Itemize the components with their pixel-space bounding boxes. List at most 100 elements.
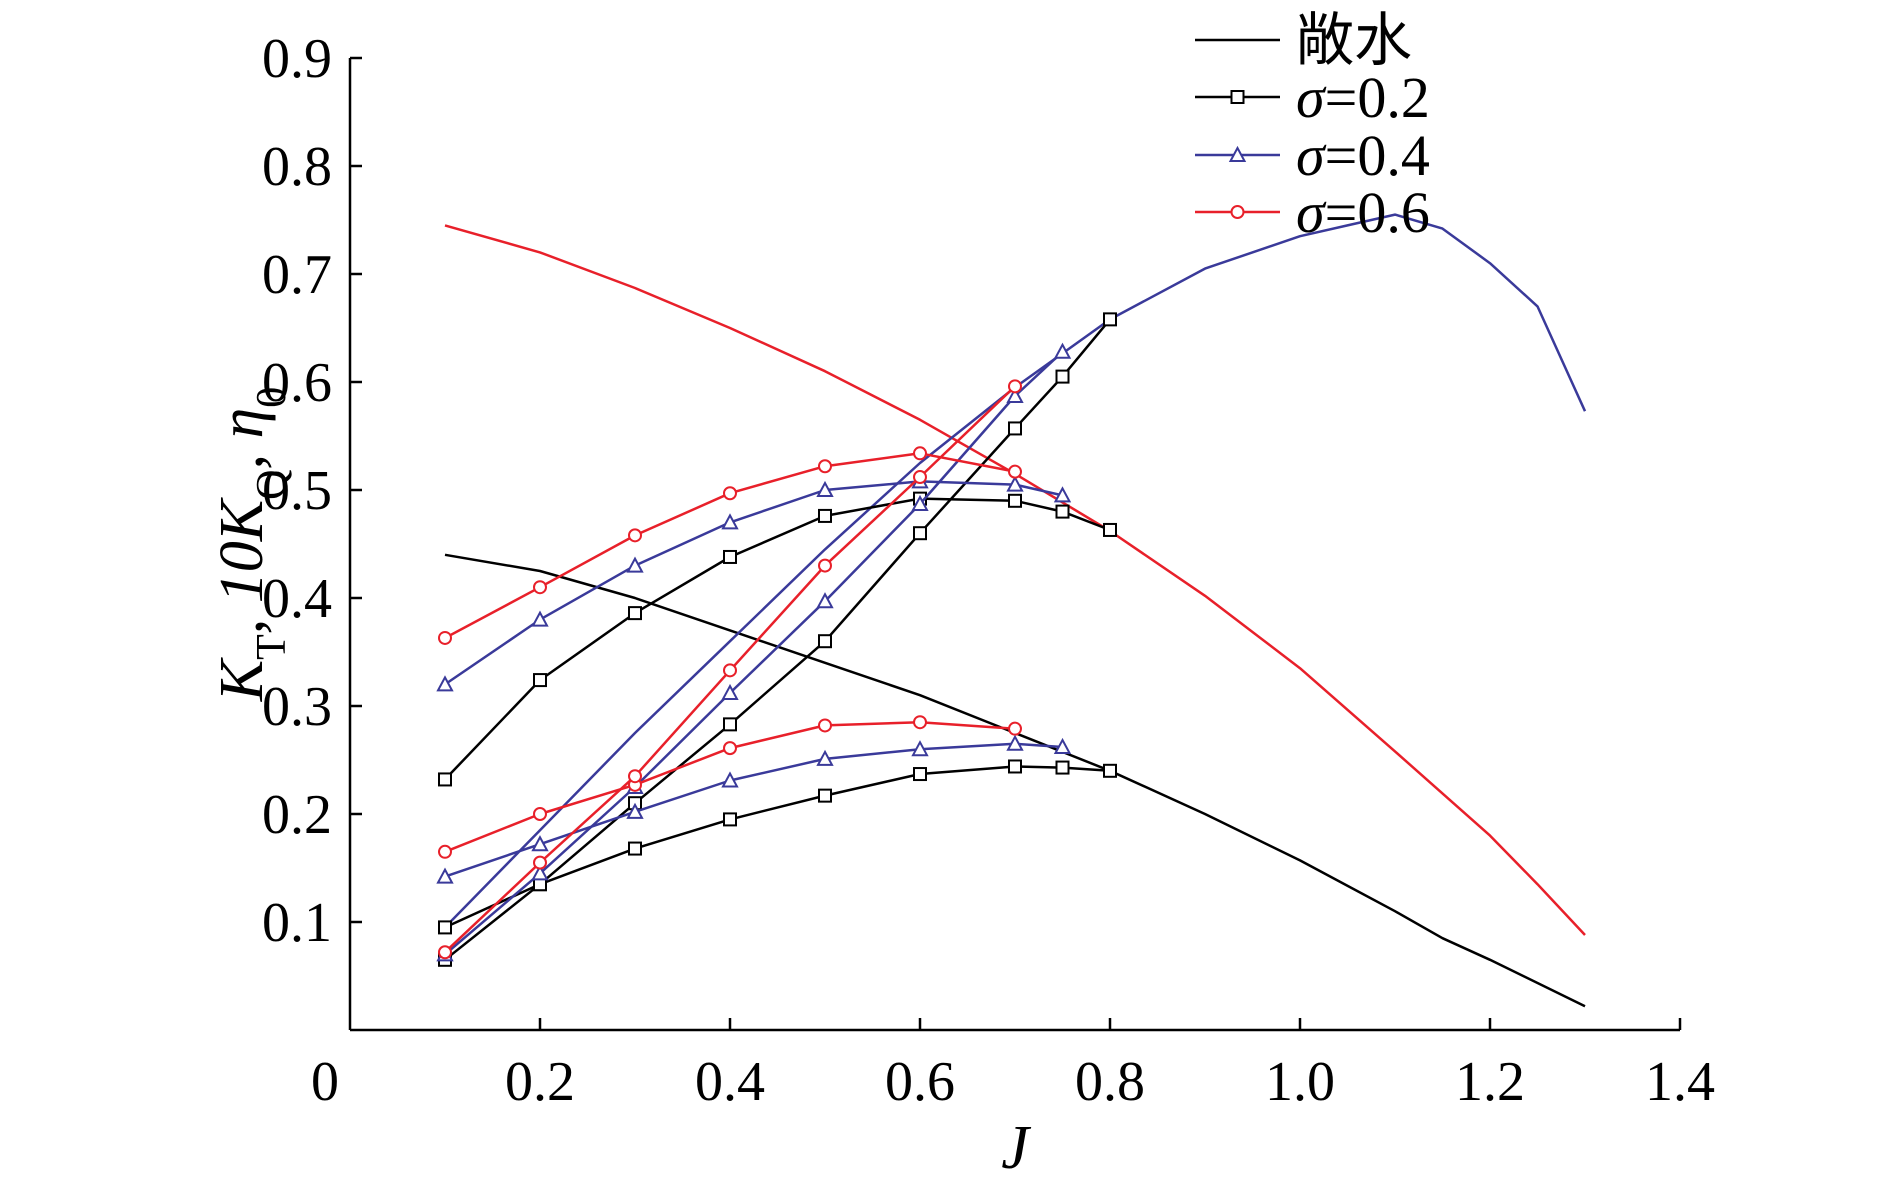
x-ticks: 0 0.2 0.4 0.6 0.8 1.0 1.2 1.4 — [311, 1018, 1715, 1113]
data-point — [818, 718, 832, 733]
data-point — [723, 486, 737, 501]
legend-item: σ=0.6 — [1195, 180, 1430, 245]
data-point — [723, 549, 737, 564]
y-tick-label: 0.5 — [262, 460, 332, 522]
data-point — [723, 741, 737, 756]
data-point — [913, 767, 927, 782]
x-tick-label: 0.6 — [885, 1051, 955, 1113]
data-point — [436, 675, 454, 692]
series-4 — [438, 491, 1117, 787]
data-point — [533, 855, 547, 870]
series-10 — [438, 446, 1022, 645]
legend-label: σ=0.4 — [1296, 123, 1430, 188]
data-point — [628, 769, 642, 784]
data-point — [1055, 369, 1070, 384]
data-point — [438, 844, 452, 859]
legend-label: 敞水 — [1296, 8, 1412, 73]
data-point — [913, 446, 927, 461]
data-point — [1103, 763, 1117, 778]
axes: 0 0.2 0.4 0.6 0.8 1.0 1.2 1.4 0.10.20.30.40.50.… — [262, 28, 1715, 1113]
legend-label: σ=0.6 — [1296, 180, 1430, 245]
data-point — [911, 494, 929, 512]
series-layer — [436, 213, 1587, 1008]
x-tick-label: 1.2 — [1455, 1051, 1525, 1113]
data-point — [1053, 486, 1072, 503]
series-11 — [438, 379, 1022, 960]
series-line — [444, 224, 1586, 936]
data-point — [626, 556, 644, 573]
y-tick-label: 0.4 — [262, 568, 332, 630]
data-point — [438, 920, 452, 935]
series-0 — [444, 553, 1586, 1008]
data-point — [723, 812, 737, 827]
data-point — [531, 835, 549, 852]
series-line — [444, 480, 1063, 686]
data-point — [818, 788, 832, 803]
data-point — [628, 528, 642, 543]
data-point — [723, 663, 737, 678]
series-line — [444, 350, 1064, 956]
data-point — [913, 526, 927, 541]
data-point — [531, 610, 549, 627]
y-ticks: 0.1 0.2 0.3 0.4 0.5 0.6 0.7 0.8 0.9 — [262, 28, 362, 954]
data-point — [818, 508, 832, 523]
legend-marker — [1230, 90, 1245, 104]
data-point — [438, 945, 452, 960]
data-point — [816, 480, 834, 497]
data-point — [816, 592, 834, 609]
data-point — [628, 841, 642, 856]
data-point — [1103, 312, 1117, 327]
data-point — [1008, 464, 1022, 479]
series-line — [444, 742, 1063, 878]
y-tick-label: 0.1 — [262, 892, 332, 954]
legend-item: σ=0.4 — [1195, 123, 1430, 188]
data-point — [818, 459, 832, 474]
legend-item: σ=0.2 — [1195, 65, 1430, 130]
data-point — [1055, 760, 1070, 775]
data-point — [533, 580, 547, 595]
x-axis-title: J — [1001, 1114, 1031, 1177]
series-1 — [444, 224, 1586, 936]
data-point — [913, 470, 927, 485]
data-point — [438, 630, 452, 645]
y-tick-label: 0.9 — [262, 28, 332, 90]
data-point — [721, 771, 739, 788]
data-point — [911, 740, 929, 757]
y-tick-label: 0.2 — [262, 784, 332, 846]
series-line — [444, 553, 1586, 1008]
y-tick-label: 0.6 — [262, 352, 332, 414]
data-point — [1008, 421, 1022, 436]
data-point — [1103, 522, 1117, 537]
series-7 — [436, 472, 1072, 692]
x-tick-label: 0.4 — [695, 1051, 765, 1113]
data-point — [816, 749, 834, 766]
data-point — [1006, 386, 1024, 404]
data-point — [913, 715, 927, 730]
x-tick-label: 0.2 — [505, 1051, 575, 1113]
data-point — [1008, 759, 1022, 774]
data-point — [436, 867, 454, 884]
data-point — [1055, 504, 1070, 519]
legend-label: σ=0.2 — [1296, 65, 1430, 130]
data-point — [533, 807, 547, 821]
data-point — [1006, 475, 1024, 492]
y-tick-label: 0.7 — [262, 244, 332, 306]
data-point — [721, 683, 739, 701]
series-6 — [436, 734, 1072, 884]
series-9 — [438, 715, 1022, 859]
data-point — [818, 558, 832, 573]
x-tick-label: 0 — [311, 1051, 339, 1113]
data-point — [531, 864, 549, 881]
legend-item: 敞水 — [1195, 8, 1412, 73]
legend: 敞水σ=0.2σ=0.4σ=0.6 — [1195, 8, 1430, 245]
series-line — [444, 213, 1587, 929]
data-point — [1053, 342, 1072, 359]
data-point — [1008, 721, 1022, 736]
series-2 — [444, 213, 1587, 929]
legend-marker — [1228, 145, 1247, 162]
y-tick-label: 0.3 — [262, 676, 332, 738]
y-axis-title: KT, 10KQ, η0 — [208, 387, 295, 702]
data-point — [533, 673, 547, 688]
data-point — [1006, 734, 1024, 751]
